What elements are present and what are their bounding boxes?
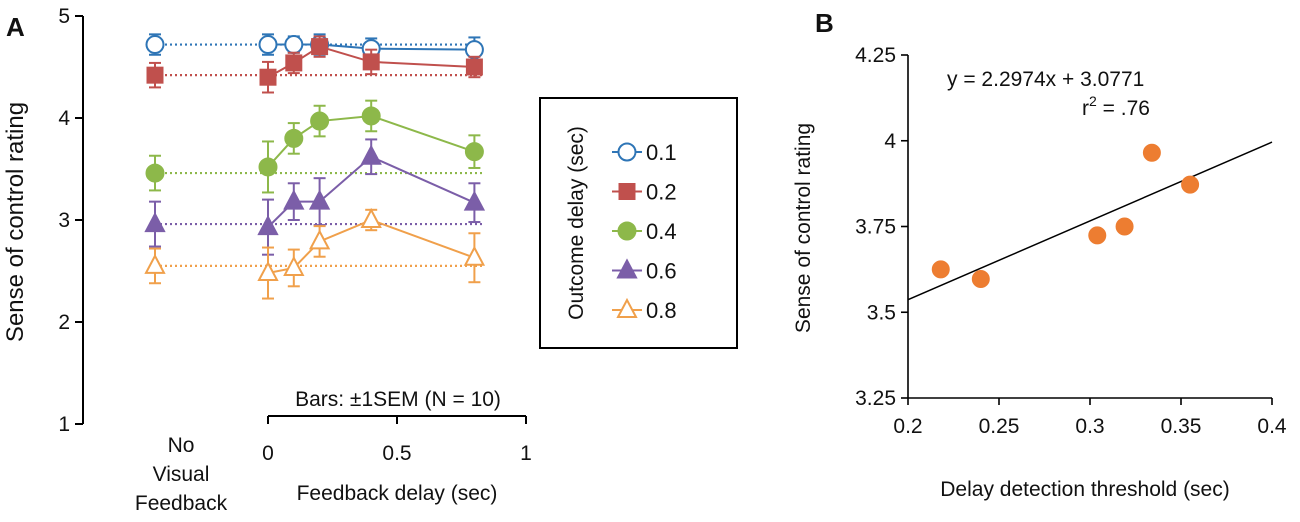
series-0.8-point-3 [360, 207, 382, 228]
series-0.2-point-0 [259, 68, 277, 86]
series-0.4-point-3 [361, 106, 381, 126]
panel-label-a: A [6, 12, 25, 42]
series-0.8-point-2 [308, 229, 331, 250]
series-0.1-point-4 [464, 40, 484, 60]
chart-a-error-bar-note: Bars: ±1SEM (N = 10) [295, 388, 501, 411]
no-feedback-label-line-3: Feedback [135, 492, 228, 515]
chart-a-x-tick-label-1: 1 [520, 442, 532, 465]
chart-a-y-tick-label-2: 2 [58, 311, 70, 334]
series-0.1-no-feedback-point [145, 35, 165, 55]
scatter-point-0 [931, 260, 950, 279]
chart-a-axes: 1 2 3 4 5 0 0.5 1 [58, 5, 532, 465]
scatter-point-4 [1142, 143, 1161, 162]
series-0.6 [144, 138, 486, 256]
chart-b-y-tick-label-3.5: 3.5 [867, 301, 896, 324]
r-squared-label: r2 = .76 [1082, 93, 1150, 120]
legend-marker-0.6 [616, 258, 638, 279]
series-0.4-point-0 [258, 157, 278, 177]
legend-marker-0.8 [616, 297, 638, 318]
series-0.4-point-4 [464, 142, 484, 162]
series-0.4-point-1 [284, 128, 304, 148]
chart-a-y-tick-label-4: 4 [58, 107, 70, 130]
chart-a-y-tick-label-5: 5 [58, 5, 70, 28]
scatter-point-1 [971, 269, 990, 288]
chart-b-y-tick-label-3.75: 3.75 [855, 216, 896, 239]
chart-b-x-tick-label-0.2: 0.2 [893, 415, 922, 438]
legend-marker-0.4 [617, 221, 637, 241]
chart-b-y-tick-label-4: 4 [884, 130, 896, 153]
chart-b-axes: 3.25 3.5 3.75 4 4.25 0.2 0.25 0.3 0.35 0.4 [855, 44, 1287, 438]
series-0.4-point-2 [310, 111, 330, 131]
regression-line [907, 141, 1273, 301]
series-0.2-point-1 [285, 54, 303, 72]
no-feedback-label-line-2: Visual [153, 463, 210, 486]
chart-a-x-tick-label-0: 0 [262, 442, 274, 465]
series-0.6-point-4 [463, 190, 486, 211]
chart-a-y-axis-label: Sense of control rating [2, 102, 29, 342]
series-0.8 [144, 207, 486, 300]
chart-b-x-tick-label-0.4: 0.4 [1257, 415, 1287, 438]
series-0.8-point-1 [283, 255, 305, 276]
series-0.4 [145, 99, 485, 194]
series-0.2-point-2 [311, 38, 329, 56]
series-0.2 [146, 35, 485, 94]
panel-label-b: B [815, 8, 834, 38]
no-feedback-label-line-1: No [168, 434, 195, 457]
legend-marker-0.2 [618, 183, 636, 200]
chart-b-points [907, 141, 1273, 301]
chart-a: 1 2 3 4 5 0 0.5 1 Sense of control rating Bars:… [2, 5, 738, 515]
scatter-point-5 [1181, 175, 1200, 194]
scatter-point-2 [1088, 226, 1107, 245]
legend-label-0.6: 0.6 [646, 259, 677, 284]
legend-label-0.2: 0.2 [646, 180, 677, 205]
legend-entries: 0.1 0.2 0.4 0.6 0.8 [612, 140, 677, 323]
series-0.6-point-1 [283, 189, 305, 210]
series-0.8-no-feedback-point [144, 253, 166, 274]
chart-b-y-tick-label-4.25: 4.25 [855, 44, 896, 67]
r-squared-superscript: 2 [1089, 93, 1097, 109]
series-0.1-point-1 [284, 35, 304, 55]
series-0.4-no-feedback-point [145, 163, 165, 183]
series-0.2-point-3 [362, 53, 380, 71]
legend-label-0.1: 0.1 [646, 140, 677, 165]
series-0.6-point-2 [308, 189, 331, 210]
series-0.8-point-4 [463, 245, 486, 266]
chart-a-y-tick-label-3: 3 [58, 209, 70, 232]
chart-b-x-axis-label: Delay detection threshold (sec) [940, 478, 1229, 501]
chart-b-y-axis-label: Sense of control rating [792, 123, 815, 333]
r-squared-prefix: r [1082, 97, 1089, 120]
series-0.2-no-feedback-point [146, 66, 164, 84]
series-0.6-point-0 [257, 215, 279, 236]
chart-b-x-tick-label-0.25: 0.25 [979, 415, 1020, 438]
chart-a-series [144, 33, 486, 300]
chart-b: 3.25 3.5 3.75 4 4.25 0.2 0.25 0.3 0.35 0.4 Sense … [792, 44, 1287, 501]
legend-title: Outcome delay (sec) [565, 126, 588, 320]
series-0.1-point-0 [258, 35, 278, 55]
series-0.8-point-0 [257, 260, 279, 282]
series-0.2-point-4 [465, 58, 483, 76]
legend-box [539, 97, 738, 349]
chart-a-x-axis-label: Feedback delay (sec) [297, 482, 498, 505]
legend-marker-0.1 [617, 142, 637, 162]
series-0.6-no-feedback-point [144, 211, 166, 233]
chart-b-y-tick-label-3.25: 3.25 [855, 387, 896, 410]
chart-b-x-tick-label-0.35: 0.35 [1161, 415, 1202, 438]
legend-label-0.8: 0.8 [646, 298, 677, 323]
r-squared-value: = .76 [1097, 97, 1150, 120]
series-0.6-point-3 [360, 144, 382, 165]
chart-b-x-tick-label-0.3: 0.3 [1075, 415, 1104, 438]
scatter-point-3 [1115, 217, 1134, 236]
chart-a-x-tick-label-0.5: 0.5 [382, 442, 411, 465]
legend-label-0.4: 0.4 [646, 219, 677, 244]
regression-equation: y = 2.2974x + 3.0771 [947, 68, 1144, 91]
chart-a-y-tick-label-1: 1 [58, 413, 70, 436]
